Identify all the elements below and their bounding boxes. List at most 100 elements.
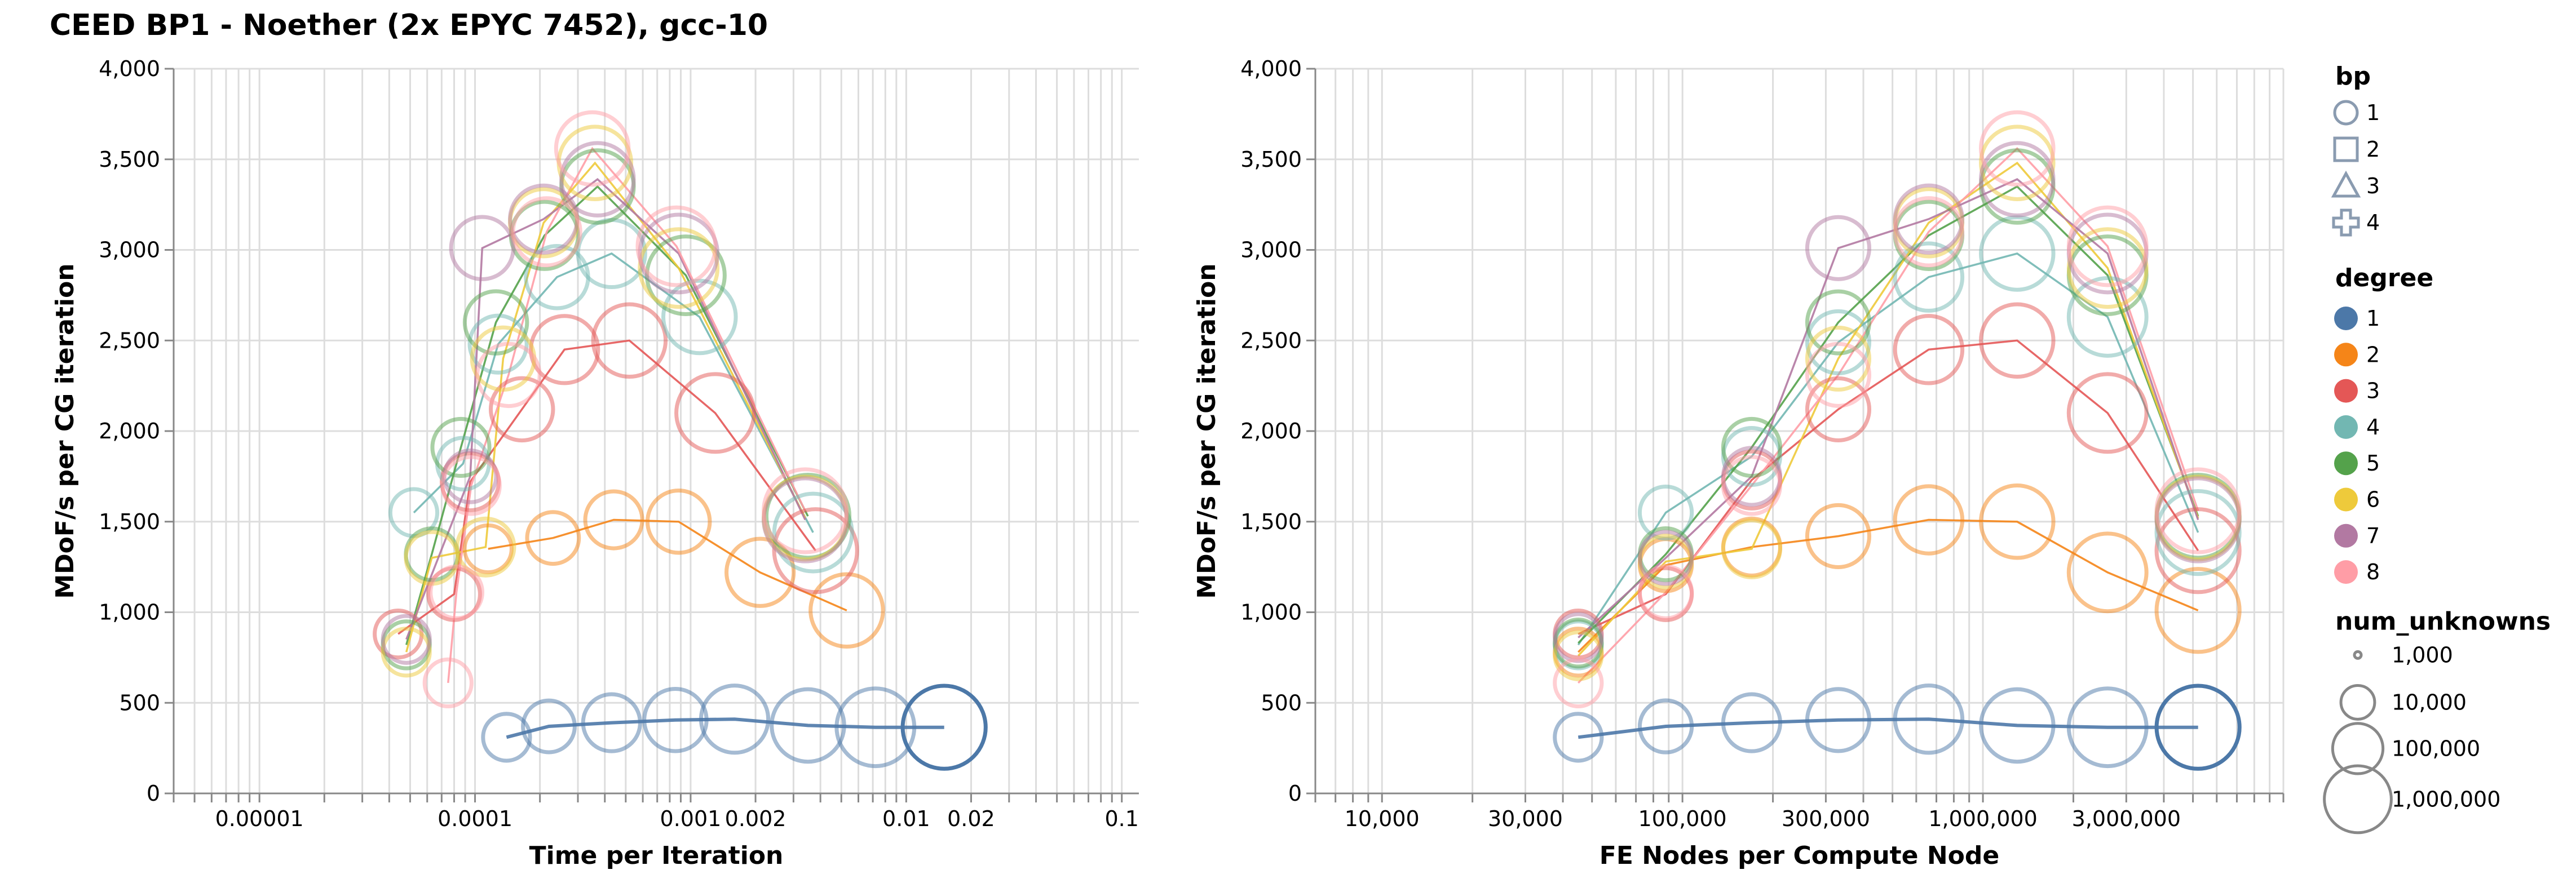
data-point-degree-1	[2066, 686, 2149, 769]
x-tick-label: 0.002	[725, 806, 787, 831]
data-point-degree-8	[1637, 564, 1694, 620]
legend-symbol-size	[2339, 684, 2376, 721]
data-point-degree-2	[1893, 484, 1965, 556]
x-tick-label: 30,000	[1488, 806, 1563, 831]
x-axis-title: FE Nodes per Compute Node	[1599, 841, 1999, 870]
data-point-degree-8	[762, 467, 849, 554]
data-point-degree-4	[661, 278, 738, 356]
legend-title-degree: degree	[2335, 264, 2433, 292]
data-point-degree-7	[1979, 141, 2056, 218]
data-point-degree-7	[1805, 215, 1872, 281]
data-point-degree-1	[1979, 687, 2056, 764]
legend-label-num-unknowns: 1,000	[2392, 642, 2453, 667]
legend-label-degree: 7	[2366, 523, 2380, 548]
data-point-degree-2	[645, 489, 712, 555]
x-tick-label: 300,000	[1782, 806, 1870, 831]
data-point-degree-2	[1979, 483, 2056, 560]
y-tick-label: 0	[147, 781, 160, 806]
data-point-degree-2	[1805, 503, 1872, 570]
legend-symbol-circle	[2333, 100, 2359, 126]
data-point-degree-2	[525, 510, 581, 566]
legend-title-num-unknowns: num_unknowns	[2335, 607, 2551, 636]
x-tick-label: 0.1	[1105, 806, 1139, 831]
series-line-degree-6	[405, 161, 806, 653]
data-point-degree-1	[834, 686, 917, 769]
data-point-degree-3	[674, 372, 756, 454]
legend-label-bp: 1	[2366, 100, 2380, 125]
y-tick-label: 3,000	[1240, 238, 1302, 263]
data-point-degree-1	[900, 684, 988, 771]
data-point-degree-5	[1805, 289, 1872, 356]
x-tick-label: 100,000	[1638, 806, 1727, 831]
x-tick-label: 1,000,000	[1928, 806, 2037, 831]
x-tick-label: 0.00001	[215, 806, 304, 831]
data-point-degree-4	[772, 491, 854, 574]
data-point-degree-6	[1721, 518, 1783, 580]
x-tick-label: 0.0001	[438, 806, 512, 831]
data-point-degree-5	[462, 289, 529, 356]
legend-swatch-degree	[2334, 307, 2358, 330]
data-point-degree-3	[2154, 507, 2242, 594]
data-point-degree-3	[488, 376, 555, 443]
data-point-degree-2	[462, 523, 514, 575]
legend-label-degree: 4	[2366, 415, 2380, 440]
legend-symbol-size	[2323, 764, 2393, 835]
y-axis-title: MDoF/s per CG iteration	[51, 263, 79, 598]
data-point-degree-8	[511, 196, 582, 268]
data-point-degree-1	[2154, 684, 2242, 771]
y-tick-label: 4,000	[1240, 56, 1302, 81]
data-point-degree-6	[1553, 630, 1604, 681]
data-point-degree-7	[1893, 183, 1965, 255]
series-line-degree-4	[413, 252, 814, 533]
y-tick-label: 1,000	[1240, 600, 1302, 625]
data-point-degree-1	[770, 687, 846, 764]
y-tick-label: 2,500	[1240, 328, 1302, 353]
data-point-degree-5	[1721, 416, 1783, 478]
data-point-degree-6	[638, 227, 720, 309]
data-point-degree-8	[475, 341, 542, 409]
data-point-degree-7	[1637, 530, 1694, 586]
data-point-degree-5	[430, 416, 492, 478]
data-point-degree-4	[1893, 241, 1965, 313]
y-tick-label: 3,000	[99, 238, 160, 263]
data-point-degree-7	[381, 614, 432, 665]
x-axis-title: Time per Iteration	[529, 841, 784, 870]
data-point-degree-8	[1721, 455, 1783, 516]
y-tick-label: 500	[119, 690, 160, 715]
data-point-degree-2	[2154, 567, 2242, 654]
x-tick-label: 0.01	[882, 806, 930, 831]
data-point-degree-6	[455, 516, 516, 578]
y-tick-label: 2,500	[99, 328, 160, 353]
data-point-degree-6	[2066, 227, 2149, 309]
data-point-degree-4	[467, 313, 529, 375]
y-tick-label: 0	[1288, 781, 1302, 806]
data-point-degree-3	[1979, 302, 2056, 379]
x-tick-label: 10,000	[1345, 806, 1420, 831]
data-point-degree-4	[1805, 309, 1872, 376]
series-line-degree-2	[1578, 518, 2199, 653]
data-point-degree-8	[422, 657, 474, 709]
y-tick-label: 4,000	[99, 56, 160, 81]
x-tick-label: 3,000,000	[2072, 806, 2181, 831]
chart-panel-nodes: 0 500 1,000 1,500 2,000 2,500 3,000 3,500 4,000 1…	[1192, 56, 2285, 870]
data-point-degree-1	[699, 684, 771, 755]
legend-swatch-degree	[2334, 379, 2358, 403]
y-tick-label: 3,500	[99, 147, 160, 172]
data-point-degree-3	[2066, 372, 2149, 454]
legend-label-degree: 6	[2366, 487, 2380, 512]
legend-swatch-degree	[2334, 415, 2358, 439]
data-point-degree-8	[1979, 110, 2056, 187]
legend-swatch-degree	[2334, 487, 2358, 512]
legend-title-bp: bp	[2335, 62, 2371, 91]
y-axis-title: MDoF/s per CG iteration	[1192, 263, 1221, 598]
data-point-degree-8	[1893, 196, 1965, 268]
series-line-degree-5	[1578, 185, 2199, 644]
data-point-degree-2	[724, 536, 796, 608]
legend-label-degree: 5	[2366, 451, 2380, 476]
data-point-degree-1	[1721, 692, 1783, 753]
data-point-degree-8	[1805, 341, 1872, 408]
series-line-degree-6	[1578, 161, 2199, 656]
data-point-degree-6	[1805, 325, 1872, 392]
data-point-degree-1	[1893, 683, 1965, 755]
